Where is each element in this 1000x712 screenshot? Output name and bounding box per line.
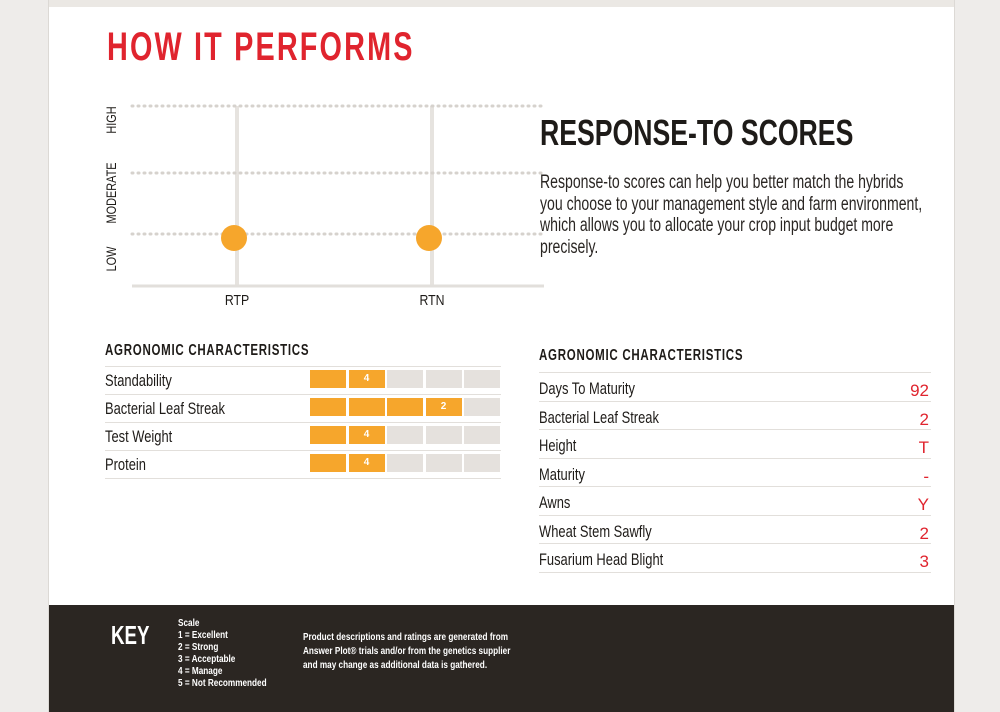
rating-segment bbox=[387, 398, 423, 416]
characteristic-label: Wheat Stem Sawfly bbox=[539, 521, 652, 541]
rating-bar: 2 bbox=[310, 398, 501, 416]
score-marker-rtn bbox=[416, 225, 442, 251]
scale-item: 1 = Excellent bbox=[178, 630, 228, 641]
characteristic-value: - bbox=[923, 466, 929, 486]
characteristic-row: Awns Y bbox=[539, 487, 931, 516]
rating-row: Test Weight 4 bbox=[105, 423, 501, 451]
rating-segment bbox=[464, 398, 500, 416]
characteristic-label: Awns bbox=[539, 493, 571, 512]
rating-segment bbox=[387, 370, 423, 388]
rating-segment bbox=[310, 454, 346, 472]
section-title: HOW IT PERFORMS bbox=[107, 25, 415, 69]
rating-bar: 4 bbox=[310, 454, 501, 472]
rating-segment bbox=[387, 426, 423, 444]
characteristic-row: Bacterial Leaf Streak 2 bbox=[539, 402, 931, 430]
x-category-label-rtn: RTN bbox=[419, 292, 444, 308]
agronomic-ratings-list: Standability 4 Bacterial Leaf Streak 2 Test … bbox=[105, 366, 501, 479]
x-category-label-rtp: RTP bbox=[225, 292, 249, 308]
response-to-title: RESPONSE-TO SCORES bbox=[540, 112, 854, 153]
rating-segment bbox=[387, 454, 423, 472]
scale-heading: Scale bbox=[178, 618, 200, 629]
scale-item: 4 = Manage bbox=[178, 666, 223, 677]
rating-segment bbox=[348, 398, 385, 416]
scale-item: 3 = Acceptable bbox=[178, 654, 236, 665]
y-level-label-high: HIGH bbox=[104, 106, 120, 133]
score-marker-rtp bbox=[221, 225, 247, 251]
rating-segment bbox=[464, 454, 500, 472]
key-title: KEY bbox=[111, 620, 150, 650]
agronomic-values-list: Days To Maturity 92 Bacterial Leaf Streak 2… bbox=[539, 372, 931, 573]
rating-segment bbox=[464, 426, 500, 444]
y-level-label-moderate: MODERATE bbox=[104, 162, 120, 223]
rating-segment: 4 bbox=[348, 370, 385, 388]
rating-label: Protein bbox=[105, 455, 146, 474]
scale-item: 5 = Not Recommended bbox=[178, 678, 267, 689]
disclaimer-text: Product descriptions and ratings are gen… bbox=[303, 632, 511, 671]
rating-label: Test Weight bbox=[105, 427, 173, 446]
rating-segment bbox=[425, 454, 462, 472]
characteristic-value: 92 bbox=[910, 381, 929, 400]
rating-score: 4 bbox=[363, 373, 370, 384]
scale-item: 2 = Strong bbox=[178, 642, 219, 653]
rating-score: 2 bbox=[440, 401, 447, 412]
scale-legend: Scale 1 = Excellent 2 = Strong 3 = Acceptab… bbox=[178, 618, 267, 690]
characteristic-label: Days To Maturity bbox=[539, 379, 635, 398]
characteristic-row: Maturity - bbox=[539, 459, 931, 487]
rating-score: 4 bbox=[363, 429, 370, 440]
characteristic-row: Wheat Stem Sawfly 2 bbox=[539, 516, 931, 544]
rating-label: Bacterial Leaf Streak bbox=[105, 399, 225, 418]
characteristic-value: 2 bbox=[919, 523, 929, 543]
rating-segment bbox=[310, 426, 346, 444]
response-chart-svg: LOW MODERATE HIGH RTP RTN bbox=[104, 104, 546, 308]
rating-score: 4 bbox=[363, 457, 370, 468]
rating-segment bbox=[310, 398, 346, 416]
rating-segment bbox=[464, 370, 500, 388]
top-band bbox=[49, 0, 954, 7]
characteristic-label: Height bbox=[539, 436, 577, 455]
characteristic-value: 2 bbox=[919, 409, 929, 429]
characteristic-row: Height T bbox=[539, 430, 931, 459]
characteristic-row: Days To Maturity 92 bbox=[539, 372, 931, 402]
characteristic-value: 3 bbox=[919, 552, 929, 571]
rating-row: Protein 4 bbox=[105, 451, 501, 479]
response-to-description: Response-to scores can help you better m… bbox=[540, 172, 923, 258]
rating-segment bbox=[425, 426, 462, 444]
rating-segment: 2 bbox=[425, 398, 462, 416]
characteristic-label: Fusarium Head Blight bbox=[539, 550, 664, 569]
rating-segment bbox=[425, 370, 462, 388]
y-level-label-low: LOW bbox=[104, 246, 120, 271]
document-page: HOW IT PERFORMS LOW MODERATE HIGH RTP RTN RE… bbox=[48, 0, 955, 712]
rating-label: Standability bbox=[105, 371, 172, 390]
rating-row: Standability 4 bbox=[105, 366, 501, 395]
agronomic-left-title: AGRONOMIC CHARACTERISTICS bbox=[105, 342, 310, 359]
characteristic-label: Maturity bbox=[539, 464, 585, 484]
agronomic-right-title: AGRONOMIC CHARACTERISTICS bbox=[539, 347, 744, 364]
characteristic-label: Bacterial Leaf Streak bbox=[539, 407, 659, 427]
characteristic-value: T bbox=[918, 438, 929, 457]
characteristic-value: Y bbox=[917, 495, 929, 514]
characteristic-row: Fusarium Head Blight 3 bbox=[539, 544, 931, 573]
rating-segment bbox=[310, 370, 346, 388]
rating-bar: 4 bbox=[310, 370, 501, 388]
rating-row: Bacterial Leaf Streak 2 bbox=[105, 395, 501, 423]
response-to-chart: LOW MODERATE HIGH RTP RTN bbox=[99, 96, 546, 316]
rating-segment: 4 bbox=[348, 426, 385, 444]
rating-segment: 4 bbox=[348, 454, 385, 472]
rating-bar: 4 bbox=[310, 426, 501, 444]
key-footer: KEY Scale 1 = Excellent 2 = Strong 3 = Acce… bbox=[49, 605, 954, 712]
